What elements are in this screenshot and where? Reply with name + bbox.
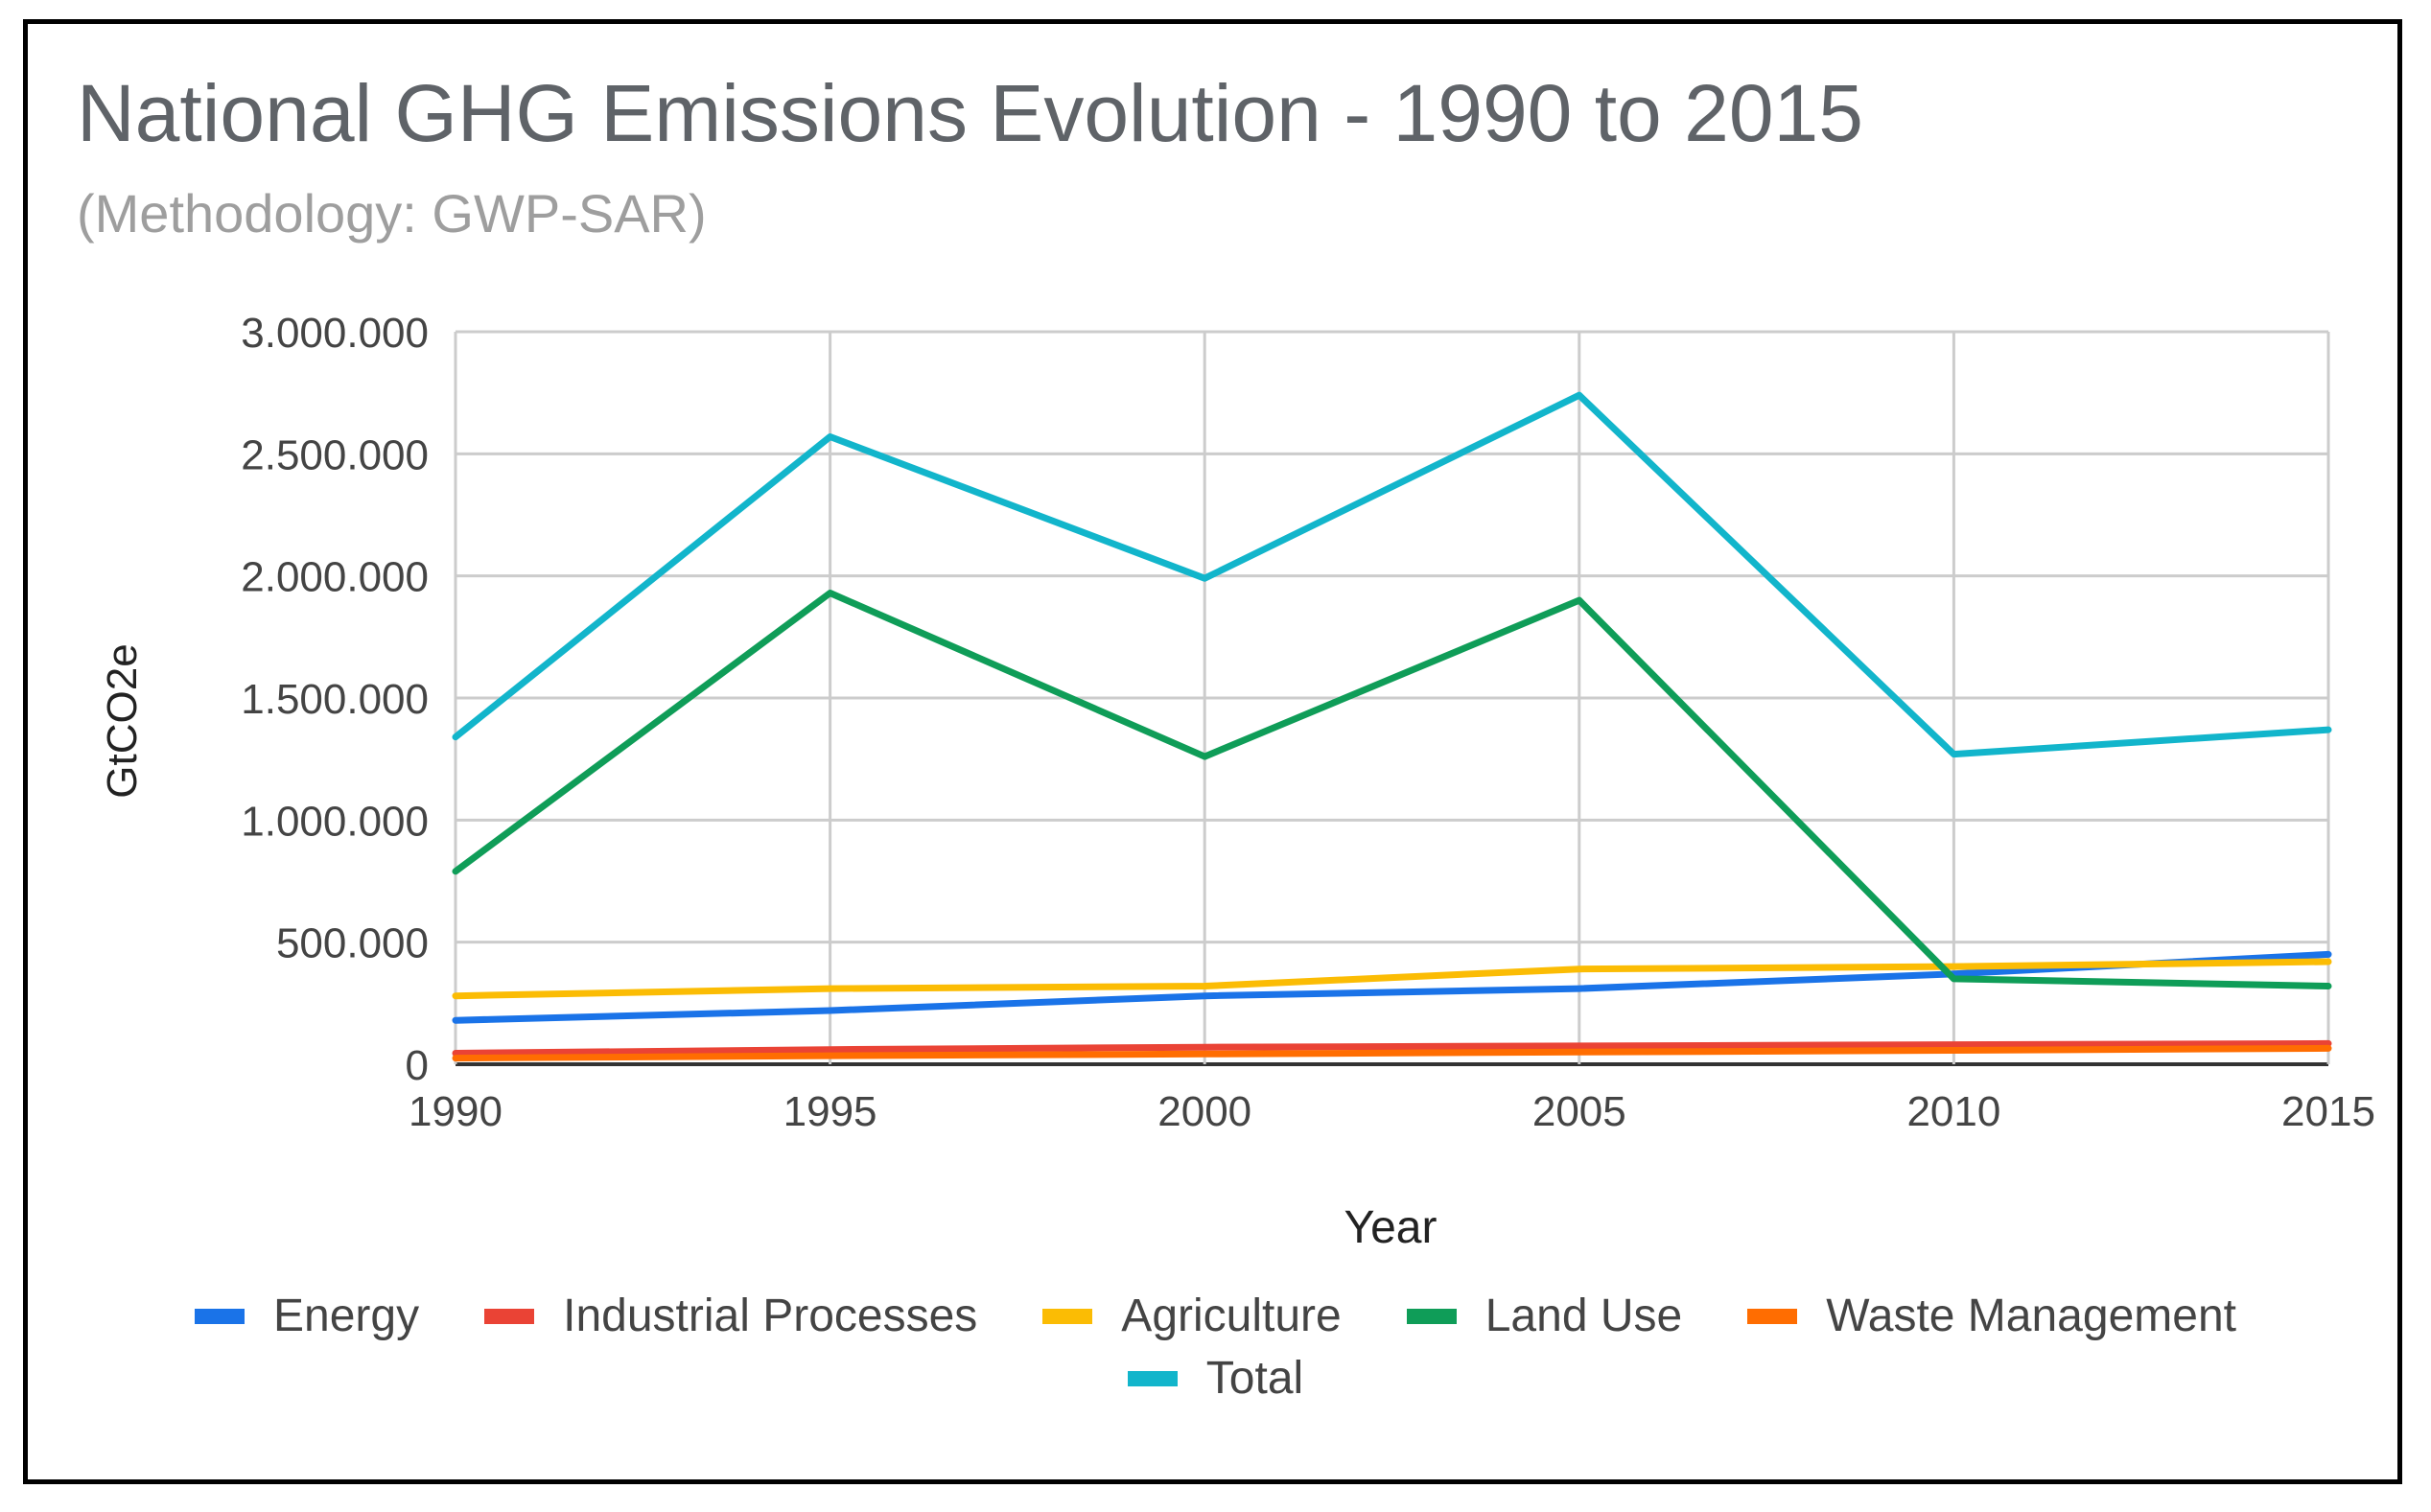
series-line-land-use xyxy=(452,590,2332,989)
series-line-waste-management xyxy=(452,1044,2332,1062)
legend-row-1: Energy Industrial Processes Agriculture Lan… xyxy=(0,1290,2431,1342)
chart-title: National GHG Emissions Evolution - 1990 … xyxy=(77,68,1863,158)
legend-item-total[interactable]: Total xyxy=(1127,1352,1304,1405)
legend-item-energy[interactable]: Energy xyxy=(195,1290,419,1342)
series-lines xyxy=(452,391,2332,1062)
legend-item-agriculture[interactable]: Agriculture xyxy=(1042,1290,1342,1342)
legend-swatch xyxy=(1042,1308,1093,1324)
x-tick-label: 2000 xyxy=(1157,1088,1251,1135)
x-tick-label: 2005 xyxy=(1532,1088,1626,1135)
chart-subtitle: (Methodology: GWP-SAR) xyxy=(77,183,707,244)
legend-swatch xyxy=(484,1308,535,1324)
y-axis-label: GtCO2e xyxy=(99,643,146,798)
legend-item-waste-management[interactable]: Waste Management xyxy=(1747,1290,2236,1342)
legend-item-industrial-processes[interactable]: Industrial Processes xyxy=(484,1290,977,1342)
y-tick-label: 0 xyxy=(406,1042,429,1089)
y-tick-label: 2.000.000 xyxy=(241,554,429,601)
legend-swatch xyxy=(195,1308,245,1324)
legend-swatch xyxy=(1747,1308,1798,1324)
legend-row-2: Total xyxy=(0,1352,2431,1405)
y-tick-label: 3.000.000 xyxy=(241,310,429,357)
x-axis-label: Year xyxy=(1344,1202,1438,1253)
legend-swatch xyxy=(1127,1370,1178,1386)
y-tick-label: 1.000.000 xyxy=(241,798,429,845)
x-tick-label: 1990 xyxy=(409,1088,503,1135)
y-tick-label: 2.500.000 xyxy=(241,431,429,478)
y-tick-labels: 0 500.000 1.000.000 1.500.000 2.000.000 2.500… xyxy=(241,310,429,1089)
x-tick-label: 2015 xyxy=(2281,1088,2375,1135)
y-tick-label: 1.500.000 xyxy=(241,676,429,723)
legend-swatch xyxy=(1406,1308,1457,1324)
legend-label: Total xyxy=(1205,1353,1304,1404)
y-tick-label: 500.000 xyxy=(276,920,429,967)
x-tick-labels: 1990 1995 2000 2005 2010 2015 xyxy=(409,1088,2375,1135)
legend-label: Agriculture xyxy=(1121,1291,1342,1341)
legend-label: Energy xyxy=(273,1291,420,1341)
series-line-total xyxy=(452,391,2332,758)
legend-label: Industrial Processes xyxy=(563,1291,978,1341)
series-line-agriculture xyxy=(452,958,2332,1000)
x-tick-label: 2010 xyxy=(1906,1088,2000,1135)
x-tick-label: 1995 xyxy=(783,1088,877,1135)
legend-label: Land Use xyxy=(1484,1291,1683,1341)
series-line-energy xyxy=(452,950,2332,1024)
grid-lines xyxy=(454,330,2330,1066)
series-line-industrial-processes xyxy=(452,1039,2332,1057)
legend-label: Waste Management xyxy=(1826,1291,2236,1341)
legend-item-land-use[interactable]: Land Use xyxy=(1406,1290,1683,1342)
